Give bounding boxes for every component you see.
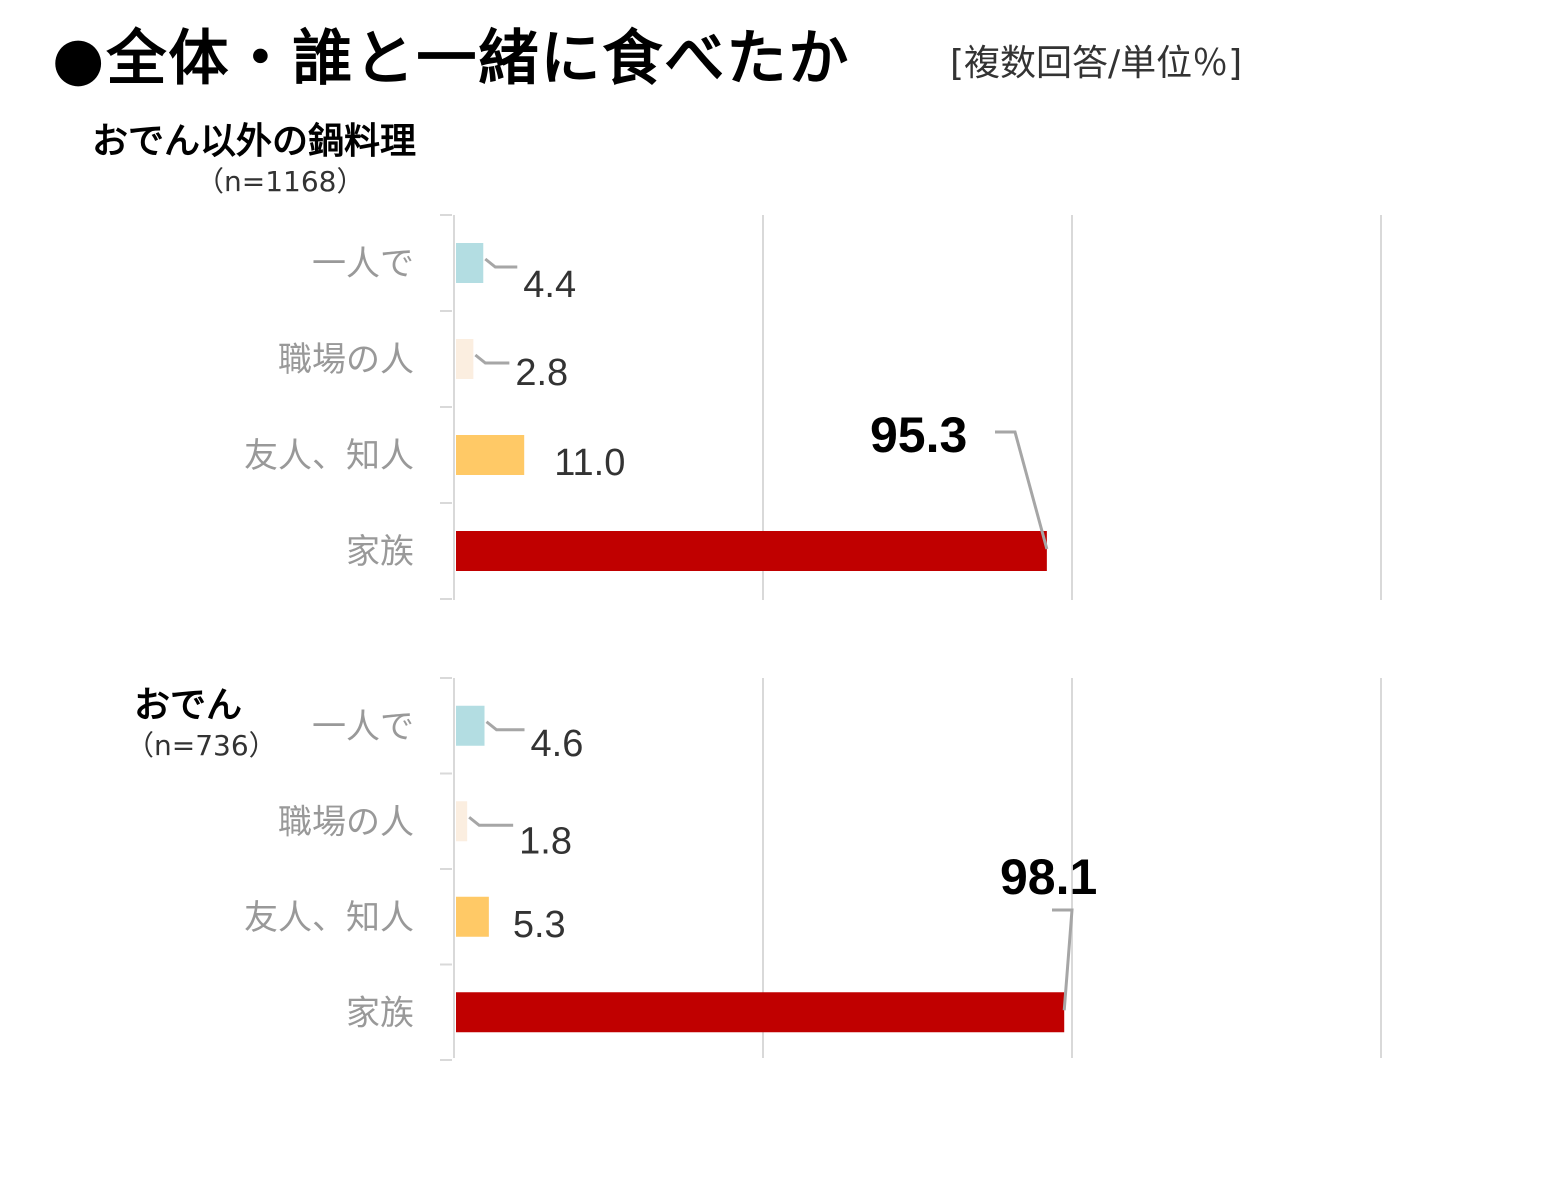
chart2-leader-line-3 (1052, 908, 1074, 1011)
chart2-leader-line-1 (468, 816, 514, 827)
chart1-category-label-2: 友人、知人 (244, 436, 414, 476)
chart1-leader-line-3 (995, 430, 1049, 550)
chart1-value-label-2: 11.0 (554, 442, 625, 484)
chart1-leader-line-0 (484, 257, 518, 269)
chart2-bar-0 (456, 705, 485, 746)
chart2-value-label-1: 1.8 (519, 820, 572, 862)
chart1-bar-0 (456, 243, 484, 283)
chart1-title: おでん以外の鍋料理 (92, 121, 417, 162)
page-title: ●全体・誰と一緒に食べたか (52, 24, 851, 94)
chart1-value-label-3: 95.3 (870, 407, 967, 463)
chart2-bar-3 (456, 992, 1065, 1033)
chart2-category-label-3: 家族 (346, 993, 414, 1033)
chart2-sample-size: （n=736） (126, 729, 277, 762)
chart2-value-label-2: 5.3 (513, 904, 566, 946)
chart1-bar-2 (456, 435, 525, 475)
chart2-title: おでん (134, 685, 243, 726)
chart2-category-label-1: 職場の人 (278, 802, 414, 842)
chart1-bar-3 (456, 531, 1047, 571)
chart2-category-label-0: 一人で (312, 707, 414, 747)
chart1-sample-size: （n=1168） (196, 165, 365, 198)
chart1-bar-1 (456, 339, 474, 379)
chart2-bar-2 (456, 896, 489, 937)
chart2-value-label-0: 4.6 (531, 723, 584, 765)
chart2-bar-1 (456, 801, 468, 842)
chart2-value-label-3: 98.1 (1000, 849, 1097, 905)
chart1-category-label-1: 職場の人 (278, 340, 414, 380)
chart1-leader-line-1 (474, 353, 510, 365)
unit-note: [複数回答/単位％] (950, 43, 1243, 84)
chart1-category-label-0: 一人で (312, 244, 414, 284)
chart1-category-label-3: 家族 (346, 532, 414, 572)
chart1-value-label-1: 2.8 (515, 352, 568, 394)
chart1-value-label-0: 4.4 (523, 264, 576, 306)
chart2-leader-line-0 (485, 720, 525, 732)
chart2-category-label-2: 友人、知人 (244, 898, 414, 938)
